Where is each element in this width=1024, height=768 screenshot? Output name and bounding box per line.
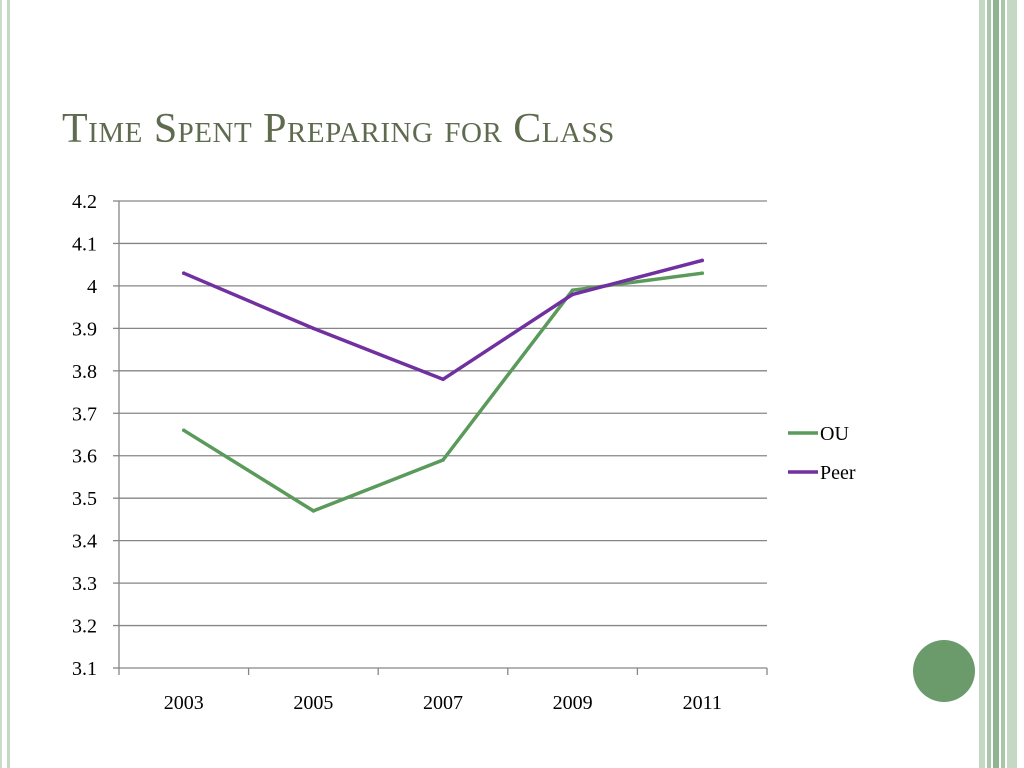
- right-border-stripe: [987, 0, 991, 768]
- y-tick-label: 3.1: [72, 658, 97, 680]
- data-point-ou: [441, 458, 445, 462]
- y-tick-label: 4.1: [72, 233, 97, 255]
- legend-label-ou: OU: [820, 423, 849, 445]
- axes: [118, 201, 768, 675]
- y-tick-label: 4.2: [72, 191, 97, 213]
- gridlines: [113, 200, 767, 669]
- data-point-peer: [700, 258, 704, 263]
- legend: OU Peer: [788, 423, 856, 484]
- y-tick-label: 3.6: [72, 446, 97, 468]
- y-tick-label: 3.2: [72, 616, 97, 638]
- y-tick-label: 3.3: [72, 573, 97, 595]
- x-tick-label: 2003: [164, 692, 204, 714]
- right-border-stripe: [1001, 0, 1005, 768]
- data-point-peer: [182, 271, 186, 275]
- y-tick-label: 3.8: [72, 361, 97, 383]
- left-border-rule-inner: [7, 0, 10, 768]
- data-point-peer: [311, 326, 316, 331]
- left-border-rule: [0, 0, 2, 768]
- legend-label-peer: Peer: [820, 462, 856, 484]
- y-tick-label: 4: [87, 276, 97, 298]
- series-lines: [182, 258, 704, 513]
- data-point-ou: [700, 271, 704, 275]
- right-border-stripe: [979, 0, 985, 768]
- data-point-ou: [182, 428, 186, 433]
- x-tick-label: 2009: [553, 692, 593, 714]
- series-line-ou: [182, 271, 704, 513]
- right-border-stripe: [1007, 0, 1017, 768]
- data-point-ou: [570, 288, 575, 292]
- right-border-stripe: [993, 0, 999, 768]
- y-tick-label: 3.4: [72, 531, 97, 553]
- x-tick-label: 2007: [423, 692, 463, 714]
- data-point-peer: [570, 292, 575, 297]
- y-tick-label: 3.5: [72, 488, 97, 510]
- series-line-peer: [182, 258, 704, 382]
- data-point-peer: [441, 377, 445, 382]
- x-tick-label: 2011: [683, 692, 722, 714]
- x-tick-labels: 2003 2005 2007 2009 2011: [164, 692, 722, 714]
- y-tick-labels: 3.1 3.2 3.3 3.4 3.5 3.6 3.7 3.8 3.9 4 4.1 4.2: [72, 191, 97, 680]
- decorative-circle: [913, 640, 975, 702]
- data-point-ou: [311, 509, 316, 513]
- x-tick-label: 2005: [293, 692, 333, 714]
- y-tick-label: 3.9: [72, 318, 97, 340]
- y-tick-label: 3.7: [72, 403, 97, 425]
- slide-title: Time Spent Preparing for Class: [62, 106, 615, 152]
